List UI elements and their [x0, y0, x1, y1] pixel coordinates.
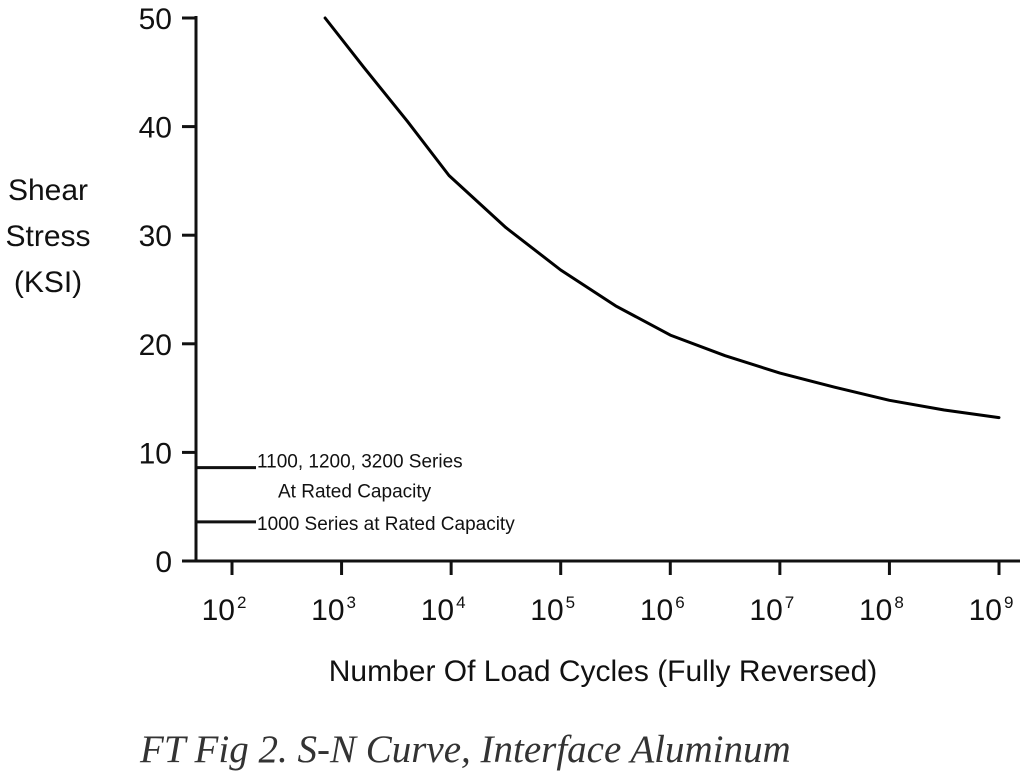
x-tick-exponent: 2: [237, 593, 246, 612]
reference-lines: 1100, 1200, 3200 Series At Rated Capacity…: [196, 452, 515, 535]
x-tick-label: 10 8: [859, 593, 904, 627]
reference-label-2-line-1: 1000 Series at Rated Capacity: [257, 514, 515, 535]
series-line-1: [323, 16, 1001, 420]
x-axis-label: Number Of Load Cycles (Fully Reversed): [329, 655, 878, 688]
x-tick-label: 10 9: [969, 593, 1014, 627]
reference-label-1-line-2: At Rated Capacity: [278, 482, 432, 503]
y-axis-label-line-2: Stress: [5, 220, 90, 253]
x-tick-exponent: 5: [566, 593, 575, 612]
figure-caption: FT Fig 2. S-N Curve, Interface Aluminum: [139, 728, 791, 771]
x-tick-label: 10 7: [749, 593, 794, 627]
x-tick-exponent: 7: [785, 593, 794, 612]
x-tick-exponent: 9: [1004, 593, 1013, 612]
y-tick-label: 30: [139, 220, 172, 253]
data-series: [323, 16, 1001, 420]
y-tick-label: 10: [139, 437, 172, 470]
y-tick-label: 40: [139, 112, 172, 145]
y-axis-ticks: 0 10 20 30 40 50: [139, 3, 196, 579]
x-tick-exponent: 8: [894, 593, 903, 612]
x-tick-label: 10 3: [311, 593, 356, 627]
x-tick-exponent: 3: [347, 593, 356, 612]
y-axis-label-line-3: (KSI): [14, 266, 82, 299]
reference-label-1-line-1: 1100, 1200, 3200 Series: [257, 452, 463, 473]
x-tick-label: 10 6: [640, 593, 685, 627]
y-axis-label-line-1: Shear: [8, 174, 88, 207]
x-tick-exponent: 4: [456, 593, 465, 612]
chart-axes: [194, 16, 1020, 563]
x-tick-label: 10 5: [530, 593, 575, 627]
x-tick-exponent: 6: [675, 593, 684, 612]
x-tick-label: 10 2: [202, 593, 247, 627]
y-tick-label: 20: [139, 329, 172, 362]
y-tick-label: 50: [139, 3, 172, 36]
y-tick-label: 0: [155, 546, 172, 579]
x-tick-label: 10 4: [421, 593, 466, 627]
x-axis-ticks: 10 2 10 3 10 4 10 5 10 6 10 7 10 8 10 9: [202, 561, 1014, 627]
